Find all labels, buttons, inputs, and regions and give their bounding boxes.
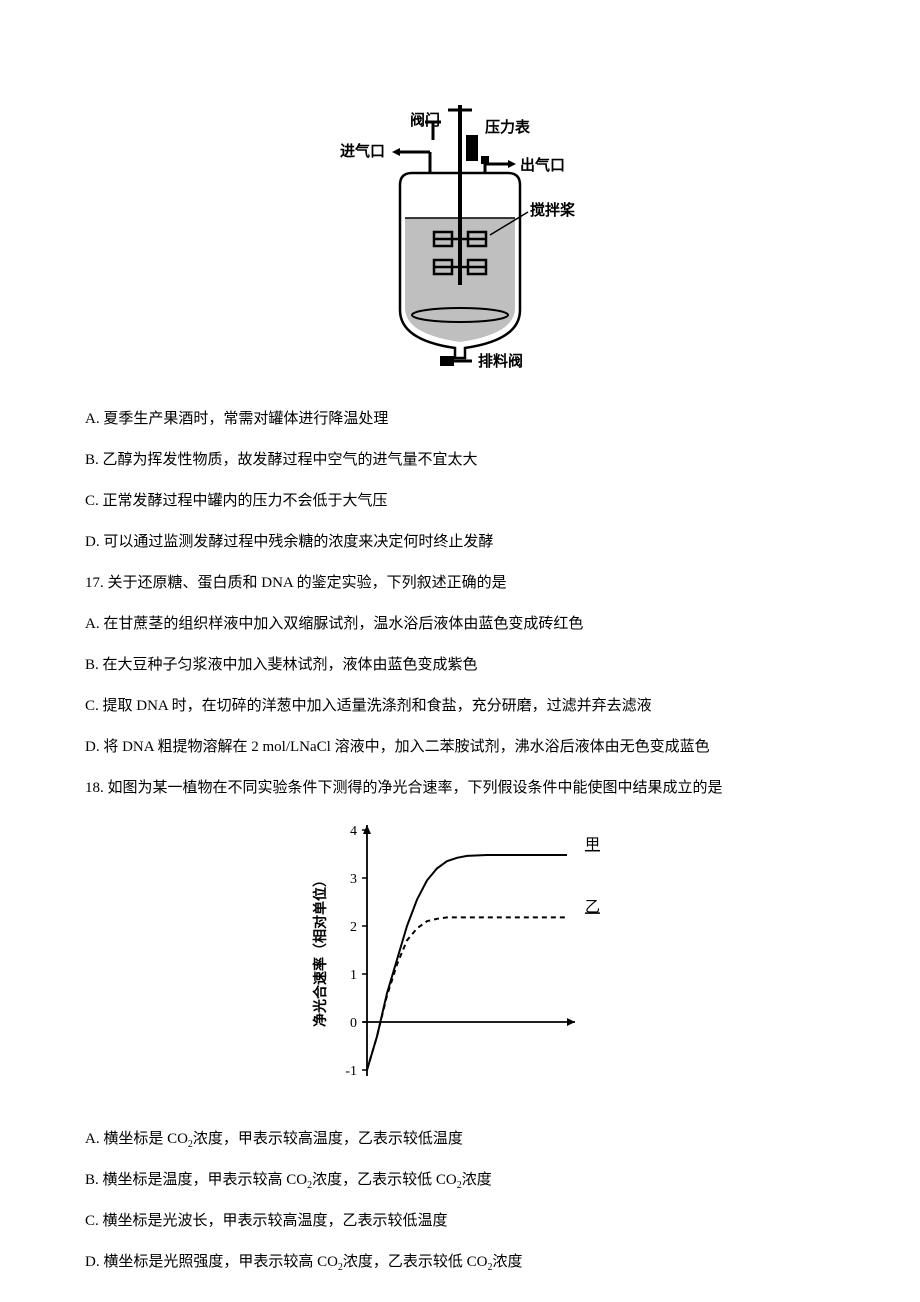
svg-text:-1: -1 xyxy=(345,1064,357,1079)
svg-text:甲: 甲 xyxy=(585,837,600,853)
drain-label: 排料阀 xyxy=(478,352,523,370)
svg-text:4: 4 xyxy=(350,824,357,839)
q18-b-mid: 浓度，乙表示较低 CO xyxy=(312,1172,457,1188)
q16-option-d: D. 可以通过监测发酵过程中残余糖的浓度来决定何时终止发酵 xyxy=(85,523,835,562)
photosynthesis-chart: -1 0 1 2 3 4 净光合速率（相对单位） 甲乙 xyxy=(85,810,835,1100)
q18-stem: 18. 如图为某一植物在不同实验条件下测得的净光合速率，下列假设条件中能使图中结… xyxy=(85,769,835,808)
valve-label: 阀门 xyxy=(410,111,440,129)
q17-option-a: A. 在甘蔗茎的组织样液中加入双缩脲试剂，温水浴后液体由蓝色变成砖红色 xyxy=(85,605,835,644)
q18-a-pre: A. 横坐标是 CO xyxy=(85,1131,188,1147)
q18-option-a: A. 横坐标是 CO2浓度，甲表示较高温度，乙表示较低温度 xyxy=(85,1120,835,1159)
q18-d-mid: 浓度，乙表示较低 CO xyxy=(343,1254,488,1270)
q18-option-b: B. 横坐标是温度，甲表示较高 CO2浓度，乙表示较低 CO2浓度 xyxy=(85,1161,835,1200)
q18-b-pre: B. 横坐标是温度，甲表示较高 CO xyxy=(85,1172,307,1188)
q16-option-b: B. 乙醇为挥发性物质，故发酵过程中空气的进气量不宜太大 xyxy=(85,441,835,480)
outlet-label: 出气口 xyxy=(520,156,565,174)
q18-option-d: D. 横坐标是光照强度，甲表示较高 CO2浓度，乙表示较低 CO2浓度 xyxy=(85,1243,835,1282)
q18-option-c: C. 横坐标是光波长，甲表示较高温度，乙表示较低温度 xyxy=(85,1202,835,1241)
svg-text:0: 0 xyxy=(350,1016,357,1031)
inlet-label: 进气口 xyxy=(340,142,385,160)
q17-option-c: C. 提取 DNA 时，在切碎的洋葱中加入适量洗涤剂和食盐，充分研磨，过滤并弃去… xyxy=(85,687,835,726)
fermenter-figure: 阀门 压力表 进气口 出气口 搅拌桨 排料阀 xyxy=(85,100,835,380)
svg-text:2: 2 xyxy=(350,920,357,935)
paddle-label: 搅拌桨 xyxy=(530,201,576,219)
q17-option-b: B. 在大豆种子匀浆液中加入斐林试剂，液体由蓝色变成紫色 xyxy=(85,646,835,685)
chart-svg: -1 0 1 2 3 4 净光合速率（相对单位） 甲乙 xyxy=(305,810,615,1100)
q17-option-d: D. 将 DNA 粗提物溶解在 2 mol/LNaCl 溶液中，加入二苯胺试剂，… xyxy=(85,728,835,767)
fermenter-svg: 阀门 压力表 进气口 出气口 搅拌桨 排料阀 xyxy=(330,100,590,380)
q18-d-post: 浓度 xyxy=(493,1254,523,1270)
q18-d-pre: D. 横坐标是光照强度，甲表示较高 CO xyxy=(85,1254,338,1270)
svg-text:3: 3 xyxy=(350,872,357,887)
q16-option-c: C. 正常发酵过程中罐内的压力不会低于大气压 xyxy=(85,482,835,521)
svg-text:净光合速率（相对单位）: 净光合速率（相对单位） xyxy=(312,873,328,1027)
q18-b-post: 浓度 xyxy=(462,1172,492,1188)
q17-stem: 17. 关于还原糖、蛋白质和 DNA 的鉴定实验，下列叙述正确的是 xyxy=(85,564,835,603)
svg-text:1: 1 xyxy=(350,968,357,983)
q16-option-a: A. 夏季生产果酒时，常需对罐体进行降温处理 xyxy=(85,400,835,439)
q18-a-post: 浓度，甲表示较高温度，乙表示较低温度 xyxy=(193,1131,463,1147)
svg-text:乙: 乙 xyxy=(585,899,600,915)
gauge-label: 压力表 xyxy=(485,118,531,136)
